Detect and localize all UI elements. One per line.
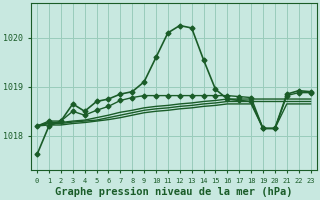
X-axis label: Graphe pression niveau de la mer (hPa): Graphe pression niveau de la mer (hPa) — [55, 186, 292, 197]
